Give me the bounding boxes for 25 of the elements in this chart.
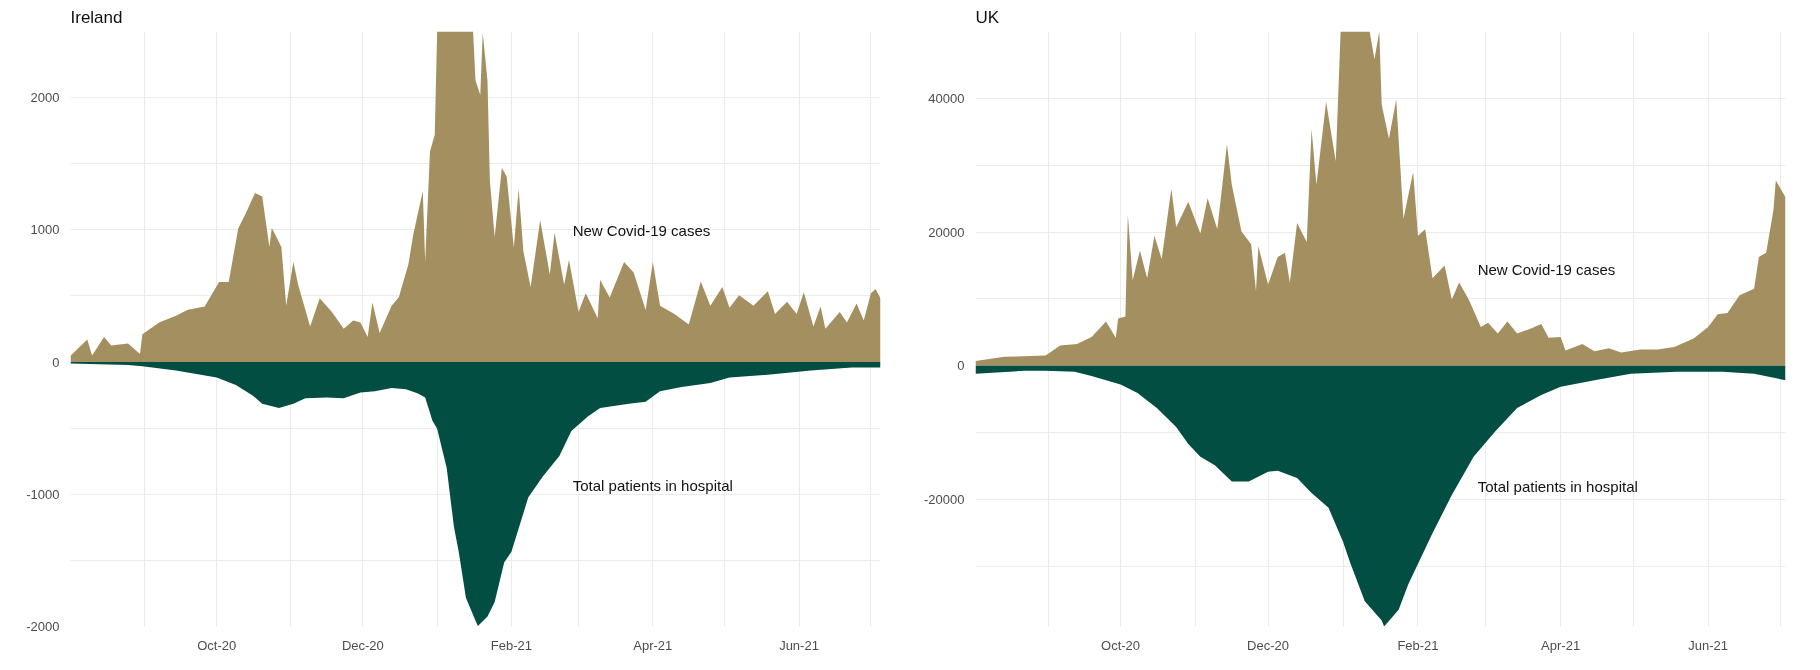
- series-label: New Covid-19 cases: [1477, 261, 1616, 279]
- x-tick-label: Feb-21: [1397, 637, 1439, 653]
- y-tick-label: 40000: [928, 90, 965, 106]
- x-tick-label: Dec-20: [1247, 637, 1290, 653]
- x-tick-label: Jun-21: [1688, 637, 1728, 653]
- x-tick-label: Oct-20: [197, 637, 237, 653]
- x-tick-label: Apr-21: [1541, 637, 1581, 653]
- chart-title: UK: [975, 7, 1000, 27]
- y-tick-label: 20000: [928, 224, 965, 240]
- y-tick-label: 2000: [30, 90, 60, 106]
- series-label: Total patients in hospital: [1477, 478, 1638, 496]
- y-tick-label: 0: [52, 354, 60, 370]
- y-tick-label: -2000: [26, 619, 60, 634]
- x-tick-label: Jun-21: [779, 637, 819, 653]
- x-tick-label: Apr-21: [633, 637, 673, 653]
- y-tick-label: 0: [957, 358, 965, 374]
- chart-title: Ireland: [70, 7, 123, 27]
- y-tick-label: -20000: [924, 491, 965, 507]
- y-tick-label: 1000: [30, 222, 60, 238]
- y-tick-label: -1000: [26, 486, 60, 502]
- x-tick-label: Dec-20: [341, 637, 384, 653]
- series-label: Total patients in hospital: [572, 477, 733, 495]
- x-tick-label: Oct-20: [1101, 637, 1141, 653]
- x-tick-label: Feb-21: [490, 637, 533, 653]
- series-label: New Covid-19 cases: [572, 221, 711, 239]
